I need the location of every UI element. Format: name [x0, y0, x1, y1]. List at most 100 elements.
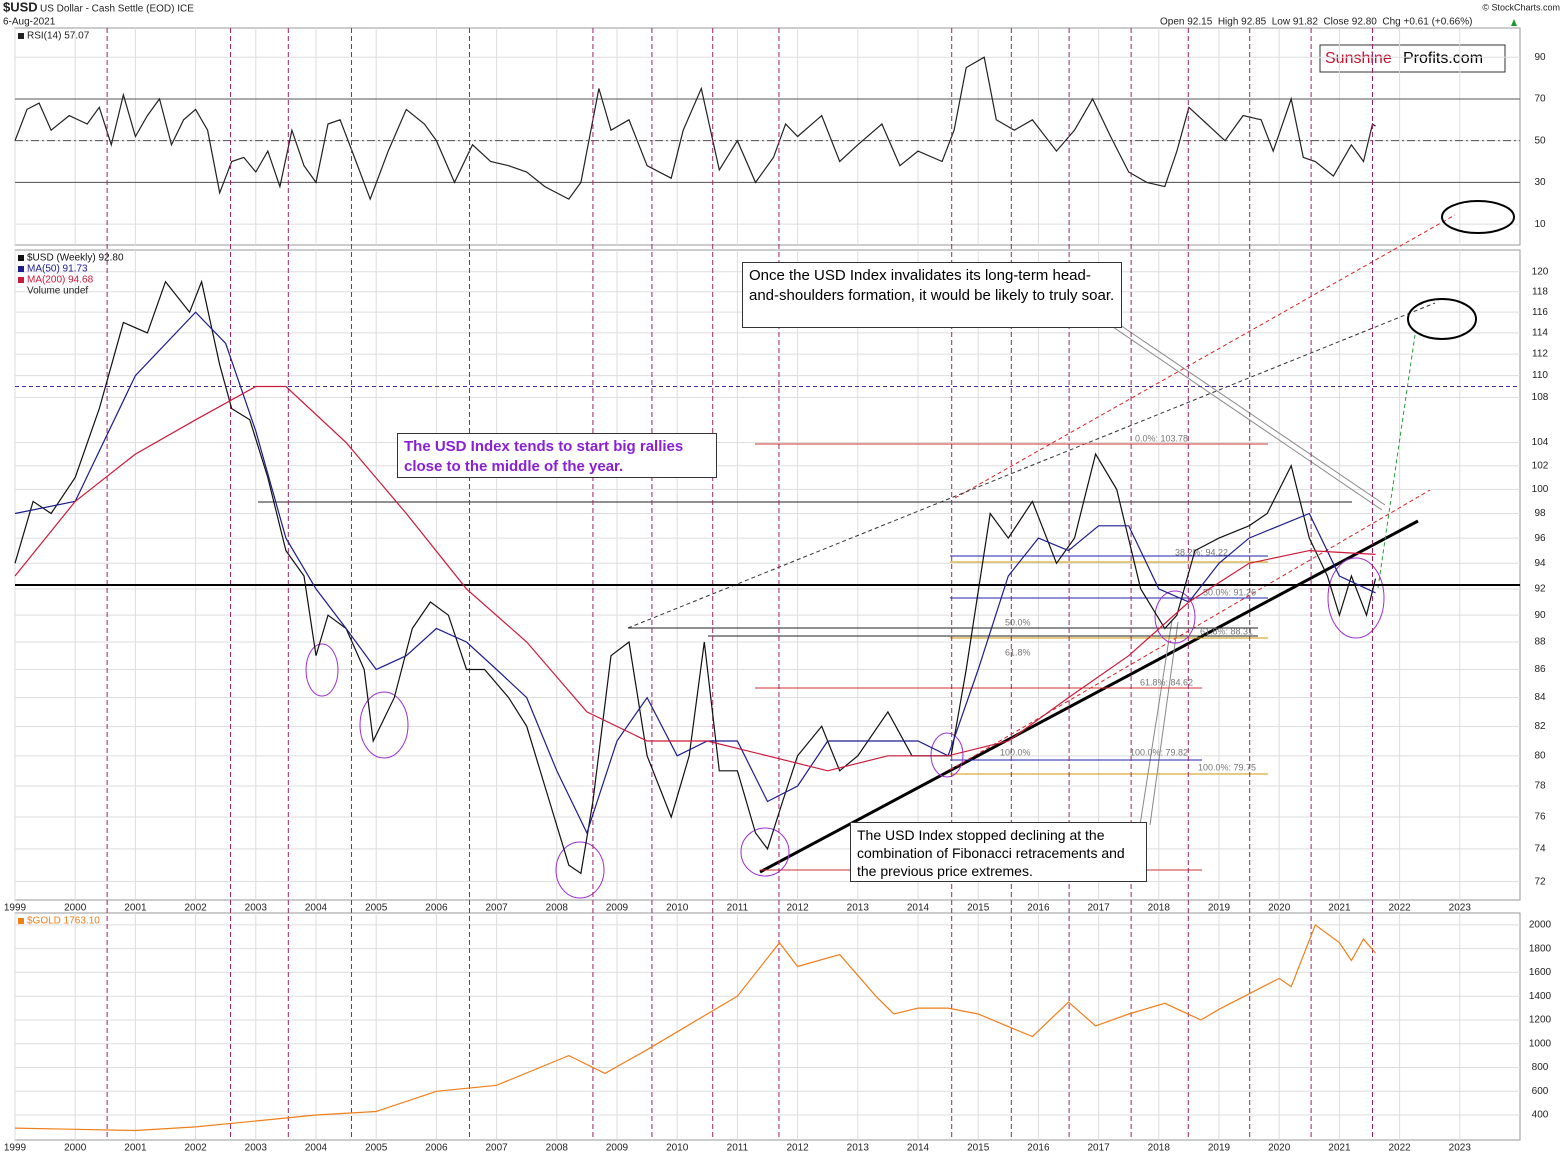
- fib-labels: 0.0%: 103.78 38.2%: 94.22 50.0%: 91.26 6…: [1000, 433, 1256, 772]
- y-tick-label: 74: [1534, 844, 1546, 855]
- x-tick-label: 2011: [727, 903, 749, 914]
- bottom-ellipse: [305, 643, 339, 697]
- x-tick-label: 2023: [1449, 1143, 1472, 1154]
- x-tick-label: 2014: [907, 903, 930, 914]
- y-tick-label: 120: [1532, 266, 1549, 277]
- x-tick-label: 2015: [967, 903, 990, 914]
- y-tick-label: 90: [1534, 610, 1546, 621]
- panel: [14, 249, 1521, 901]
- x-tick-label: 2000: [64, 1143, 87, 1154]
- series-line: [14, 279, 1377, 875]
- bottom-ellipse: [930, 732, 964, 778]
- quote: Open 92.15 High 92.85 Low 91.82 Close 92…: [1160, 17, 1472, 28]
- x-tick-label: 2013: [847, 903, 870, 914]
- x-tick-label: 2017: [1087, 1143, 1110, 1154]
- panel: [14, 27, 1521, 246]
- fib-label: 100.0%: 79.82: [1130, 747, 1188, 757]
- x-tick-label: 2000: [64, 903, 87, 914]
- x-tick-label: 2003: [245, 903, 268, 914]
- x-tick-label: 2005: [365, 1143, 388, 1154]
- x-tick-label: 2020: [1268, 903, 1291, 914]
- legend-swatch: [18, 33, 24, 39]
- x-tick-label: 2013: [847, 1143, 870, 1154]
- x-tick-label: 2015: [967, 1143, 990, 1154]
- x-tick-label: 2006: [425, 1143, 448, 1154]
- up-arrow: [1511, 19, 1517, 26]
- y-tick-label: 70: [1534, 94, 1546, 105]
- x-tick-label: 2004: [305, 903, 328, 914]
- x-tick-label: 2001: [124, 903, 147, 914]
- x-tick-label: 2001: [124, 1143, 147, 1154]
- bottom-ellipse: [740, 827, 790, 877]
- y-tick-label: 96: [1534, 533, 1546, 544]
- legend-label: $GOLD 1763.10: [27, 916, 100, 927]
- x-tick-label: 2008: [546, 903, 569, 914]
- x-tick-label: 2012: [786, 1143, 809, 1154]
- fib-label: 61.8%: [1005, 647, 1031, 657]
- x-tick-label: 2020: [1268, 1143, 1291, 1154]
- y-tick-label: 30: [1534, 177, 1546, 188]
- x-tick-label: 2016: [1027, 1143, 1050, 1154]
- date: 6-Aug-2021: [3, 17, 56, 28]
- x-tick-label: 2019: [1208, 1143, 1231, 1154]
- y-tick-label: 1200: [1529, 1015, 1552, 1026]
- projection-line: [1377, 334, 1416, 589]
- x-tick-label: 2010: [666, 903, 689, 914]
- support-line: [759, 519, 1419, 874]
- y-tick-label: 90: [1534, 52, 1546, 63]
- pointer: [1119, 324, 1386, 506]
- x-tick-label: 2005: [365, 903, 388, 914]
- y-tick-label: 1600: [1529, 967, 1552, 978]
- pointer: [1109, 324, 1383, 511]
- y-tick-label: 94: [1534, 558, 1546, 569]
- annotation: The USD Index stopped declining at the c…: [850, 822, 1147, 882]
- y-tick-label: 10: [1534, 219, 1546, 230]
- y-tick-label: 76: [1534, 812, 1546, 823]
- y-tick-label: 110: [1532, 370, 1548, 381]
- x-tick-label: 2019: [1208, 903, 1231, 914]
- y-tick-label: 2000: [1529, 920, 1552, 931]
- y-tick-label: 80: [1534, 750, 1546, 761]
- annotation: The USD Index tends to start big rallies…: [397, 433, 717, 478]
- y-tick-label: 108: [1532, 392, 1549, 403]
- bottom-ellipse: [1154, 590, 1196, 644]
- y-tick-label: 84: [1534, 692, 1546, 703]
- instrument-name: US Dollar - Cash Settle (EOD) ICE: [40, 4, 194, 15]
- pointer: [1139, 619, 1173, 826]
- series-line: [14, 56, 1376, 201]
- x-tick-label: 2021: [1328, 903, 1351, 914]
- fib-label: 61.8%: 88.31: [1200, 626, 1253, 636]
- legend-label: RSI(14) 57.07: [27, 31, 90, 42]
- bottom-ellipse: [555, 841, 605, 899]
- legend-label: $USD (Weekly) 92.80: [27, 253, 124, 264]
- drawings: [258, 200, 1515, 899]
- y-tick-label: 1000: [1529, 1038, 1552, 1049]
- legend-label: Volume undef: [27, 286, 88, 297]
- y-tick-label: 102: [1532, 460, 1549, 471]
- y-tick-label: 72: [1534, 876, 1546, 887]
- x-tick-label: 2011: [727, 1143, 749, 1154]
- y-tick-label: 88: [1534, 637, 1546, 648]
- legend-swatch: [18, 918, 24, 924]
- x-tick-label: 2023: [1449, 903, 1472, 914]
- x-tick-label: 2008: [546, 1143, 569, 1154]
- x-tick-label: 2016: [1027, 903, 1050, 914]
- series-line: [14, 385, 1376, 772]
- bottom-ellipse: [1327, 557, 1385, 639]
- y-tick-label: 112: [1532, 349, 1548, 360]
- y-tick-label: 100: [1532, 484, 1549, 495]
- annotation: Once the USD Index invalidates its long-…: [742, 262, 1122, 328]
- y-tick-label: 82: [1534, 721, 1546, 732]
- logo-red: Sunshine: [1325, 50, 1392, 67]
- x-tick-label: 2014: [907, 1143, 930, 1154]
- x-tick-label: 2018: [1148, 1143, 1171, 1154]
- y-tick-label: 50: [1534, 135, 1546, 146]
- x-tick-label: 2006: [425, 903, 448, 914]
- fib-label: 100.0%: 79.75: [1198, 762, 1256, 772]
- legend-swatch: [18, 266, 24, 272]
- target-ellipse: [1441, 200, 1515, 234]
- fib-label: 0.0%: 103.78: [1135, 433, 1188, 443]
- target-ellipse: [1407, 298, 1477, 340]
- trend-line: [949, 489, 1431, 771]
